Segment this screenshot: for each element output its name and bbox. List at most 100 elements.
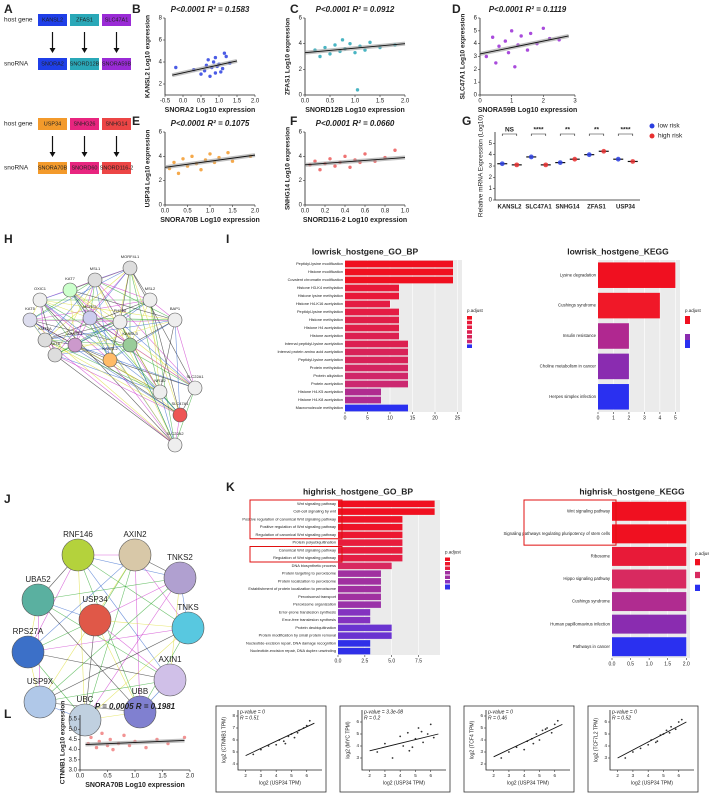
node-label: KAT5 xyxy=(25,306,35,311)
point xyxy=(174,65,178,70)
point xyxy=(208,74,212,79)
y-tick-label: 4 xyxy=(299,154,303,160)
node xyxy=(11,635,45,669)
edge xyxy=(129,344,161,393)
point xyxy=(509,29,514,33)
plot-title: highrisk_hostgene_GO_BP xyxy=(303,486,413,496)
y-tick-label: Canonical Wnt signaling pathway xyxy=(279,547,336,552)
point xyxy=(318,54,322,59)
legend-title: p.adjust xyxy=(685,308,702,313)
node xyxy=(142,292,158,308)
y-axis-label: ZFAS1 Log10 expression xyxy=(285,18,292,95)
annotation: NS xyxy=(505,127,515,134)
point xyxy=(541,729,544,732)
y-tick-label: Histone acetylation xyxy=(310,333,343,338)
point xyxy=(333,164,337,168)
node-label: RPS27A xyxy=(13,627,44,636)
point xyxy=(219,70,223,74)
y-tick-label: Regulation of Wnt signaling pathway xyxy=(273,555,336,560)
x-tick-label: 1.5 xyxy=(233,99,242,105)
x-tick-label: 2 xyxy=(244,773,247,778)
point xyxy=(94,745,99,750)
bar xyxy=(338,523,403,531)
x-tick-label: 4 xyxy=(275,773,278,778)
node-label: SLC47A1 xyxy=(171,401,189,406)
bar xyxy=(338,578,381,585)
legend-gradient xyxy=(695,559,700,566)
edge xyxy=(39,299,76,346)
x-tick-label: 20 xyxy=(432,415,438,421)
panel-label: K xyxy=(226,480,235,494)
y-tick-label: Cell-cell signaling by wnt xyxy=(293,509,337,514)
gene-label: SNORA2 xyxy=(41,61,64,67)
edge xyxy=(129,299,151,346)
point xyxy=(368,40,372,45)
point xyxy=(399,735,402,738)
node-label: USP34 xyxy=(82,595,108,604)
plot-subtitle: R = 0.52 xyxy=(612,715,631,721)
y-tick-label: Regulation of canonical Wnt signaling pa… xyxy=(256,532,337,537)
gene-box xyxy=(102,14,131,26)
point xyxy=(426,733,429,735)
point xyxy=(406,731,409,734)
bar xyxy=(338,585,381,593)
node-label: MSL1 xyxy=(90,266,101,271)
point xyxy=(668,731,671,734)
y-tick-label: 6 xyxy=(159,130,163,136)
bar xyxy=(345,396,381,404)
node xyxy=(172,407,188,423)
x-tick-label: 2 xyxy=(628,415,631,421)
x-tick-label: 3 xyxy=(260,773,263,778)
edge xyxy=(89,317,176,446)
y-tick-label: 4 xyxy=(480,737,483,742)
point xyxy=(108,737,112,742)
y-tick-label: Positive regulation of canonical Wnt sig… xyxy=(242,516,336,521)
bar xyxy=(345,276,453,284)
edge xyxy=(134,554,141,713)
legend-label: high risk xyxy=(658,133,683,140)
node xyxy=(37,332,53,348)
y-tick-label: Protein alkylation xyxy=(313,373,343,378)
legend-gradient xyxy=(695,571,700,579)
x-tick-label: SLC47A1 xyxy=(525,205,552,211)
point xyxy=(532,742,535,745)
gene-box xyxy=(102,162,131,174)
y-tick-label: 3 xyxy=(489,164,493,170)
point xyxy=(89,735,93,740)
plot-title: p-value = 0 xyxy=(487,709,513,715)
edge xyxy=(39,299,176,321)
legend-gradient xyxy=(445,566,450,570)
y-tick-label: 6 xyxy=(474,16,478,22)
bar xyxy=(345,388,381,396)
point xyxy=(293,736,296,739)
x-tick-label: 0.0 xyxy=(179,99,188,105)
point xyxy=(252,753,255,756)
y-tick-label: Error-prone translesion synthesis xyxy=(279,609,336,614)
fit-line xyxy=(369,733,439,752)
bar xyxy=(345,332,399,340)
x-tick-label: 6 xyxy=(677,773,680,778)
fit-line xyxy=(172,60,238,76)
legend-gradient xyxy=(445,557,450,561)
x-tick-label: 0.5 xyxy=(627,661,634,667)
edge xyxy=(159,319,176,393)
edge xyxy=(27,554,136,653)
fit-line xyxy=(493,723,563,758)
x-tick-label: 0.0 xyxy=(76,774,85,780)
edge xyxy=(149,299,161,393)
y-tick-label: Peptidyl-lysine methylation xyxy=(297,309,343,314)
y-tick-label: 3 xyxy=(480,749,483,754)
bar xyxy=(338,554,403,562)
edge xyxy=(129,267,181,416)
gene-label: SNORA59B xyxy=(102,61,132,67)
x-tick-label: 5 xyxy=(674,415,677,421)
node-label: KAT8 xyxy=(50,341,60,346)
y-tick-label: 4.5 xyxy=(69,737,78,743)
x-tick-label: 1.5 xyxy=(228,209,237,215)
node xyxy=(87,272,103,288)
edge xyxy=(89,317,111,361)
edge xyxy=(94,619,141,713)
point xyxy=(674,728,677,731)
point xyxy=(528,31,533,36)
x-tick-label: 1.0 xyxy=(206,209,215,215)
